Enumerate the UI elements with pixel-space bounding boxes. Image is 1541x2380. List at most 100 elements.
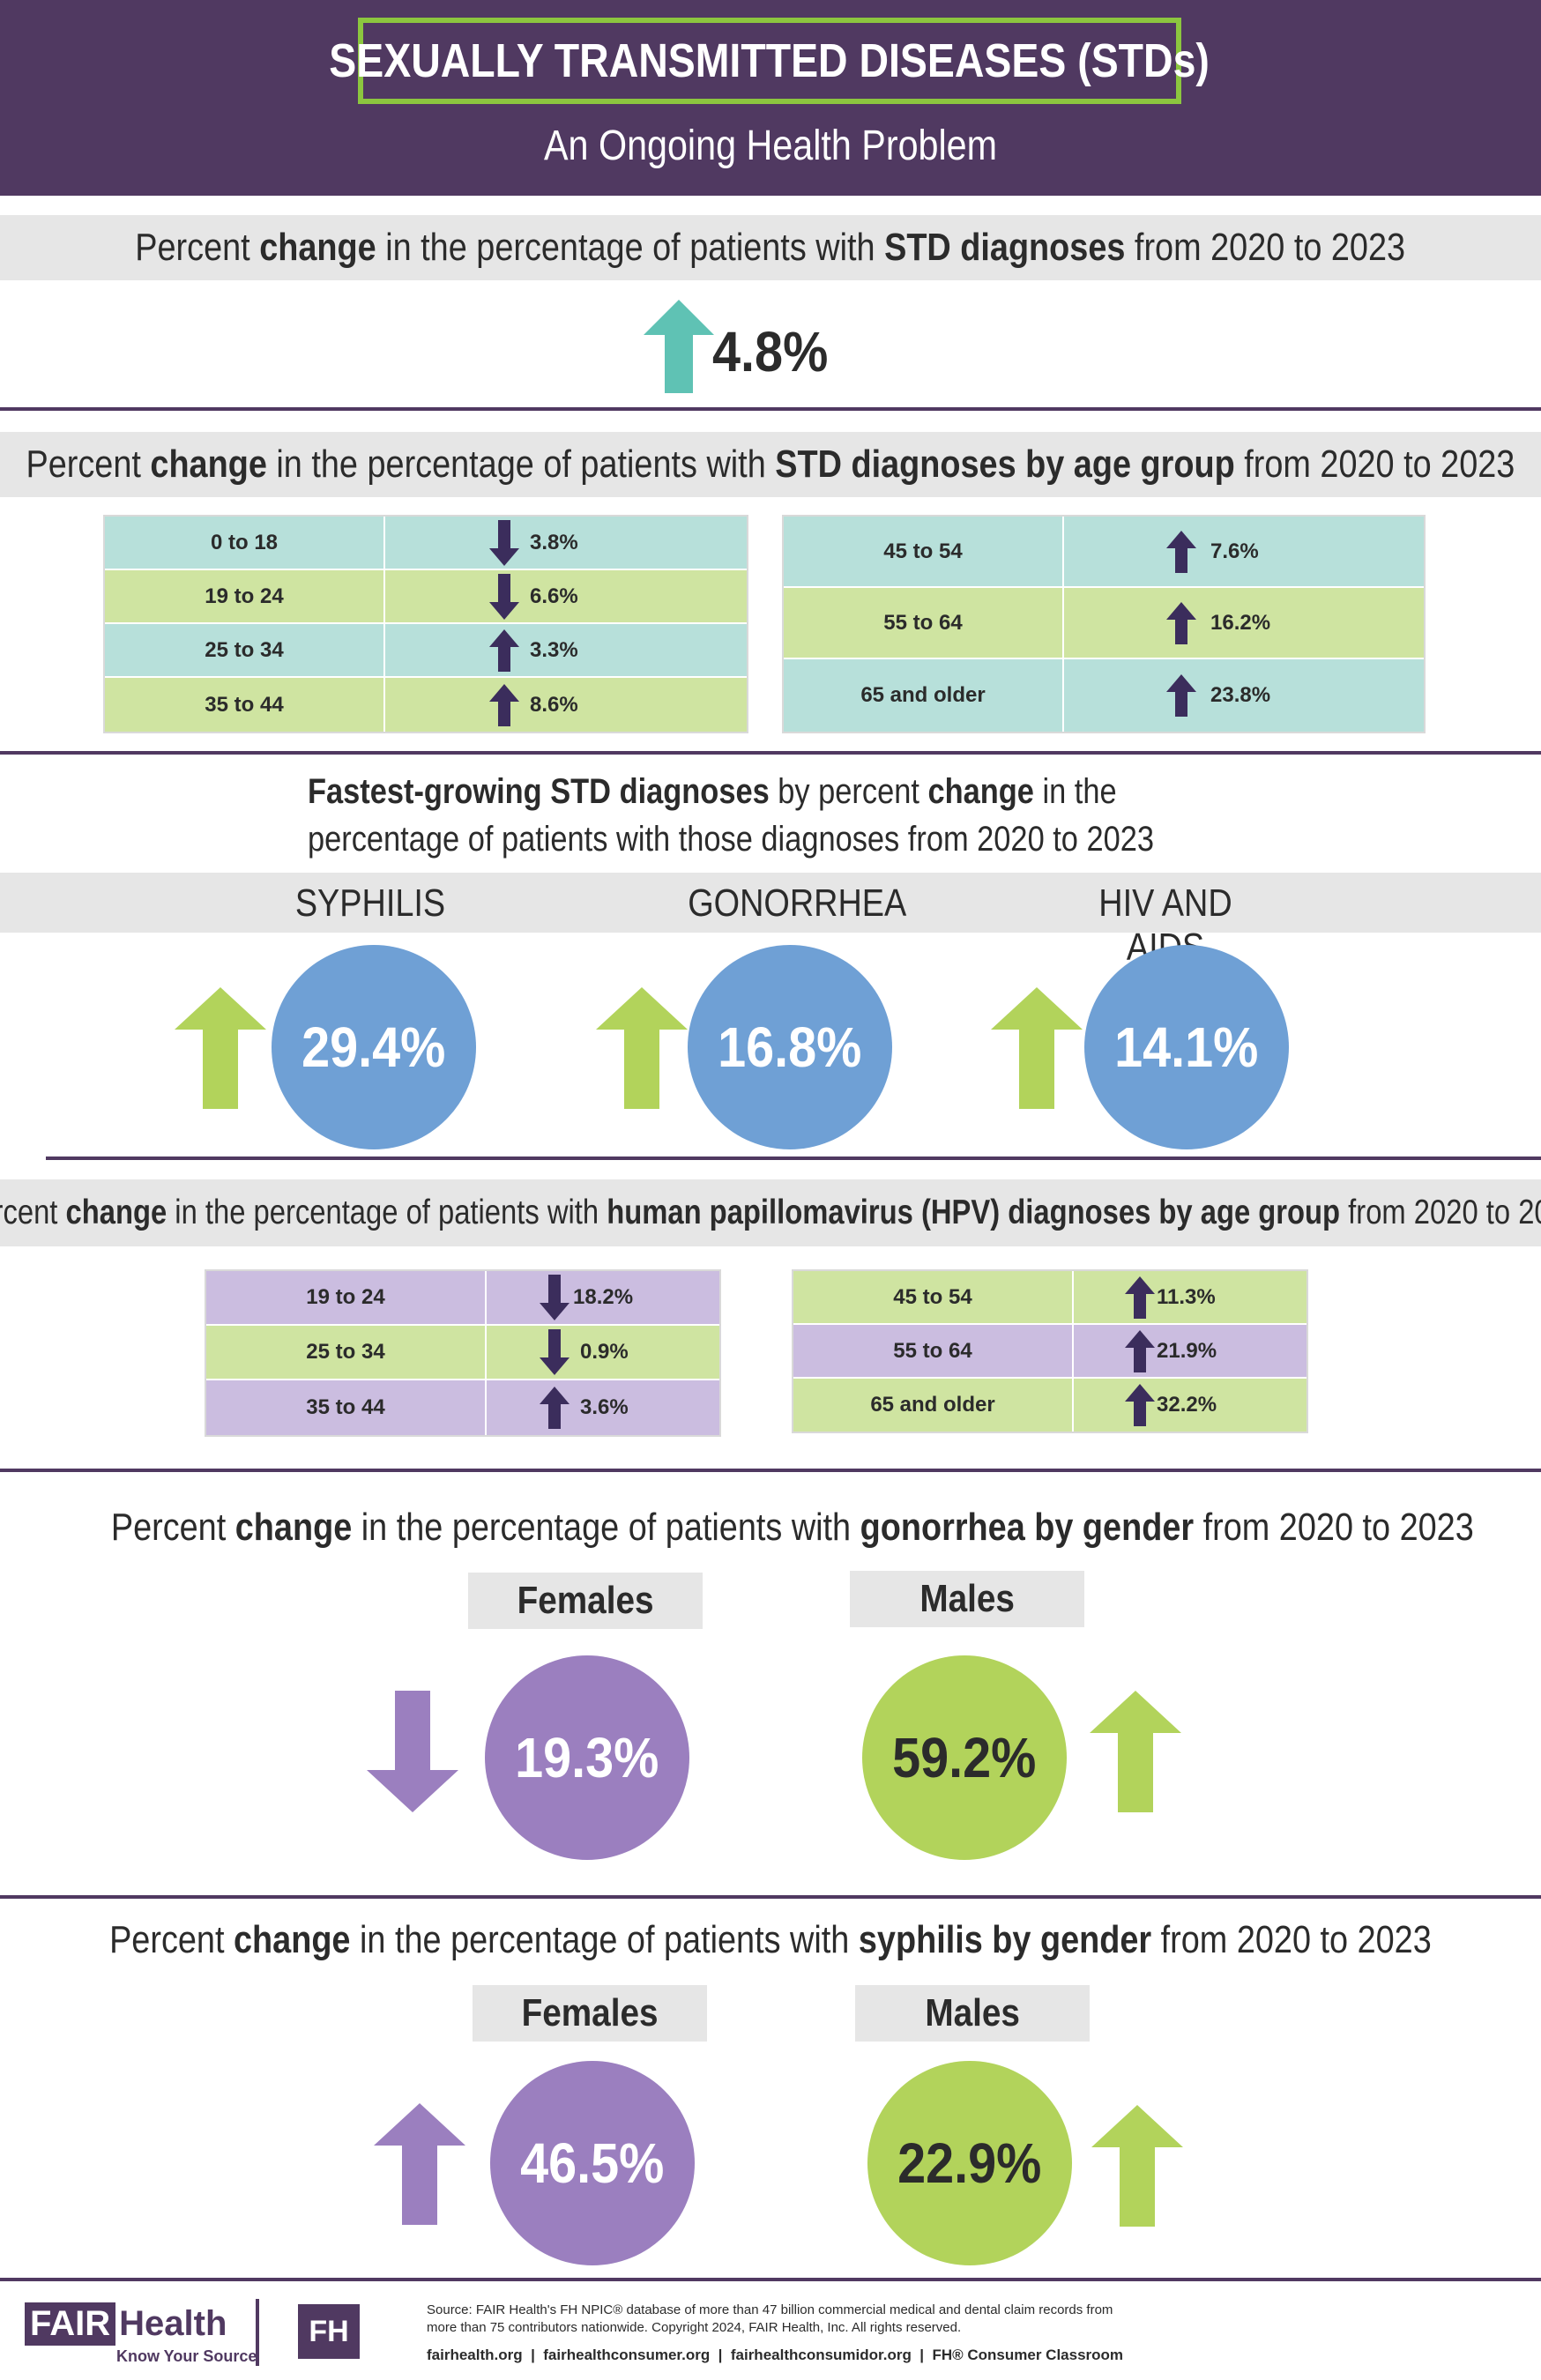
- gonorrhea-males-label-box: Males: [850, 1571, 1084, 1627]
- age-cell: 55 to 64: [784, 588, 1064, 658]
- hiv-value: 14.1%: [1114, 1015, 1259, 1079]
- fastest-names-band: [0, 873, 1541, 933]
- up-arrow-icon: [540, 1387, 570, 1429]
- age-cell: 45 to 54: [793, 1271, 1074, 1323]
- table-row: 35 to 44 3.6%: [206, 1380, 719, 1435]
- footer-source-line1: Source: FAIR Health's FH NPIC® database …: [427, 2302, 1113, 2317]
- divider: [0, 751, 1541, 755]
- down-arrow-icon: [489, 519, 519, 566]
- syphilis-gender-heading: Percent change in the percentage of pati…: [109, 1918, 1432, 1961]
- table-row: 19 to 24 6.6%: [105, 570, 747, 624]
- table-row: 25 to 34 3.3%: [105, 624, 747, 678]
- disease-name-gonorrhea: GONORRHEA: [688, 881, 907, 925]
- table-row: 65 and older 32.2%: [793, 1379, 1306, 1432]
- hpv-table-right: 45 to 54 11.3% 55 to 64 21.9% 65 and old…: [792, 1269, 1308, 1433]
- syphilis-females-circle: 46.5%: [490, 2061, 695, 2265]
- up-arrow-icon: [1125, 1384, 1155, 1426]
- logo-health: Health: [119, 2304, 227, 2343]
- age-table-right: 45 to 54 7.6% 55 to 64 16.2% 65 and olde…: [782, 515, 1426, 733]
- value-cell: 3.3%: [530, 637, 578, 662]
- gonorrhea-gender-heading: Percent change in the percentage of pati…: [110, 1506, 1474, 1549]
- syphilis-males-circle: 22.9%: [867, 2061, 1072, 2265]
- gonorrhea-females-down-arrow-icon: [367, 1691, 458, 1812]
- hpv-heading-band: Percent change in the percentage of pati…: [0, 1179, 1541, 1246]
- age-cell: 55 to 64: [793, 1325, 1074, 1377]
- table-row: 55 to 64 21.9%: [793, 1325, 1306, 1379]
- down-arrow-icon: [540, 1275, 570, 1320]
- age-cell: 45 to 54: [784, 517, 1064, 586]
- table-row: 45 to 54 7.6%: [784, 517, 1424, 588]
- age-cell: 0 to 18: [105, 517, 385, 569]
- age-cell: 65 and older: [784, 659, 1064, 732]
- down-arrow-icon: [540, 1329, 570, 1375]
- syphilis-females-label-box: Females: [473, 1985, 707, 2042]
- fastest-heading-line2: percentage of patients with those diagno…: [308, 820, 1155, 859]
- value-cell: 32.2%: [1157, 1393, 1217, 1417]
- footer-links[interactable]: fairhealth.org | fairhealthconsumer.org …: [427, 2347, 1124, 2363]
- overall-value: 4.8%: [712, 320, 829, 383]
- up-arrow-icon: [1166, 674, 1196, 717]
- value-cell: 8.6%: [530, 692, 578, 717]
- page-title: SEXUALLY TRANSMITTED DISEASES (STDs): [329, 34, 1210, 87]
- down-arrow-icon: [489, 573, 519, 620]
- value-cell: 0.9%: [580, 1340, 629, 1364]
- up-arrow-icon: [1166, 530, 1196, 573]
- table-row: 65 and older 23.8%: [784, 659, 1424, 732]
- footer-separator: [256, 2299, 259, 2366]
- title-box: SEXUALLY TRANSMITTED DISEASES (STDs): [330, 18, 1210, 104]
- up-arrow-icon: [1166, 601, 1196, 644]
- gonorrhea-males-up-arrow-icon: [1090, 1691, 1181, 1812]
- gonorrhea-up-arrow-icon: [596, 987, 688, 1109]
- table-row: 0 to 18 3.8%: [105, 517, 747, 570]
- fairhealth-logo[interactable]: FAIR Health Know Your Source: [25, 2302, 257, 2366]
- age-heading: Percent change in the percentage of pati…: [26, 443, 1515, 486]
- disease-name-syphilis: SYPHILIS: [294, 881, 446, 925]
- table-row: 55 to 64 16.2%: [784, 588, 1424, 659]
- value-cell: 16.2%: [1210, 610, 1271, 635]
- females-label: Females: [521, 1991, 659, 2034]
- value-cell: 18.2%: [573, 1285, 634, 1309]
- value-cell: 6.6%: [530, 584, 578, 608]
- syphilis-value: 29.4%: [302, 1015, 446, 1079]
- overall-up-arrow-icon: [644, 300, 714, 393]
- divider: [0, 1895, 1541, 1899]
- hiv-up-arrow-icon: [991, 987, 1083, 1109]
- hpv-heading: Percent change in the percentage of pati…: [0, 1194, 1541, 1231]
- value-cell: 3.8%: [530, 530, 578, 554]
- divider: [46, 1157, 1541, 1160]
- divider: [0, 1469, 1541, 1472]
- table-row: 25 to 34 0.9%: [206, 1326, 719, 1380]
- table-row: 19 to 24 18.2%: [206, 1271, 719, 1326]
- age-cell: 25 to 34: [105, 624, 385, 676]
- logo-tagline: Know Your Source: [116, 2347, 257, 2365]
- syphilis-circle: 29.4%: [272, 945, 476, 1149]
- fastest-heading-line1: Fastest-growing STD diagnoses by percent…: [308, 772, 1117, 811]
- table-row: 45 to 54 11.3%: [793, 1271, 1306, 1325]
- up-arrow-icon: [489, 628, 519, 672]
- hpv-table-left: 19 to 24 18.2% 25 to 34 0.9% 35 to 44 3.…: [205, 1269, 721, 1437]
- age-heading-band: Percent change in the percentage of pati…: [0, 432, 1541, 497]
- syphilis-up-arrow-icon: [175, 987, 266, 1109]
- gonorrhea-females-circle: 19.3%: [485, 1655, 689, 1860]
- divider: [0, 407, 1541, 411]
- females-label: Females: [517, 1579, 654, 1622]
- hiv-circle: 14.1%: [1084, 945, 1289, 1149]
- table-row: 35 to 44 8.6%: [105, 678, 747, 732]
- age-cell: 35 to 44: [105, 678, 385, 732]
- value-cell: 7.6%: [1210, 539, 1259, 563]
- syphilis-males-value: 22.9%: [897, 2131, 1042, 2195]
- age-cell: 19 to 24: [105, 570, 385, 622]
- age-cell: 65 and older: [793, 1379, 1074, 1432]
- males-label: Males: [925, 1991, 1020, 2034]
- syphilis-males-up-arrow-icon: [1091, 2105, 1183, 2227]
- fh-logo[interactable]: FH: [298, 2304, 360, 2359]
- age-cell: 19 to 24: [206, 1271, 487, 1324]
- header-banner: [0, 0, 1541, 196]
- value-cell: 21.9%: [1157, 1338, 1217, 1363]
- gonorrhea-value: 16.8%: [718, 1015, 862, 1079]
- gonorrhea-circle: 16.8%: [688, 945, 892, 1149]
- syphilis-females-up-arrow-icon: [374, 2103, 465, 2225]
- value-cell: 23.8%: [1210, 683, 1271, 707]
- gonorrhea-males-value: 59.2%: [892, 1726, 1037, 1789]
- up-arrow-icon: [489, 683, 519, 726]
